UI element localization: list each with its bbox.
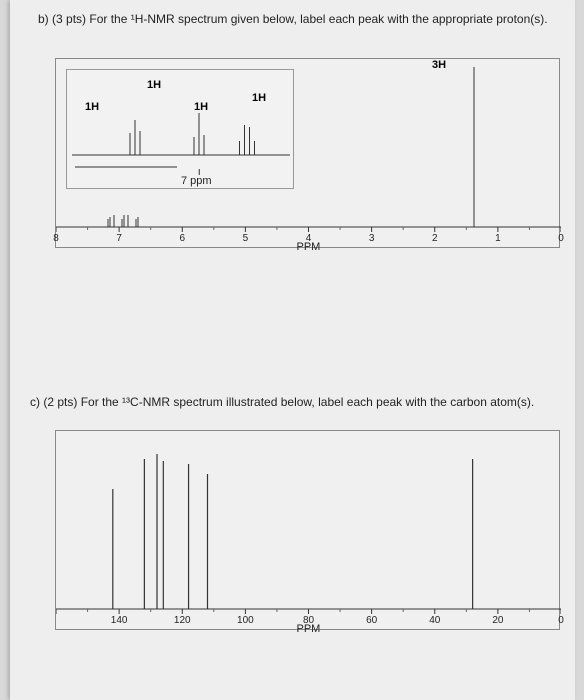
c-nmr-tick: 100 — [237, 615, 254, 626]
h-nmr-tick: 1 — [495, 233, 501, 244]
h-nmr-tick: 6 — [179, 233, 185, 244]
qc-pts: (2 pts) — [43, 395, 77, 409]
h-nmr-tick: 2 — [432, 233, 438, 244]
c-nmr-axis-label: PPM — [297, 623, 321, 635]
c-nmr-spectrum: 020406080100120140PPM — [55, 430, 560, 630]
inset-axis-label: 7 ppm — [181, 175, 212, 187]
h-nmr-tick: 8 — [53, 233, 59, 244]
c-nmr-tick: 0 — [558, 615, 564, 626]
h-nmr-tick: 3 — [369, 233, 375, 244]
worksheet-page: b) (3 pts) For the ¹H-NMR spectrum given… — [10, 0, 575, 700]
c-nmr-tick: 60 — [366, 615, 377, 626]
h-nmr-axis-label: PPM — [297, 241, 321, 253]
qc-label: c) — [30, 395, 40, 409]
peak-label: 1H — [147, 79, 161, 91]
c-nmr-tick: 120 — [174, 615, 191, 626]
peak-label: 1H — [194, 101, 208, 113]
question-b: b) (3 pts) For the ¹H-NMR spectrum given… — [38, 12, 548, 26]
peak-label: 1H — [85, 101, 99, 113]
h-nmr-inset: 7 ppm — [66, 69, 294, 189]
qb-pts: (3 pts) — [52, 12, 86, 26]
peak-label: 3H — [432, 59, 446, 71]
c-nmr-tick: 20 — [492, 615, 503, 626]
h-nmr-tick: 5 — [243, 233, 249, 244]
qb-text: For the ¹H-NMR spectrum given below, lab… — [89, 12, 547, 26]
question-c: c) (2 pts) For the ¹³C-NMR spectrum illu… — [30, 395, 534, 409]
qc-text: For the ¹³C-NMR spectrum illustrated bel… — [81, 395, 535, 409]
qb-label: b) — [38, 12, 49, 26]
c-nmr-tick: 140 — [111, 615, 128, 626]
h-nmr-tick: 0 — [558, 233, 564, 244]
c-nmr-tick: 40 — [429, 615, 440, 626]
peak-label: 1H — [252, 92, 266, 104]
h-nmr-tick: 7 — [116, 233, 122, 244]
h-nmr-spectrum: 012345678PPM7 ppm1H1H1H1H3H — [55, 58, 560, 248]
